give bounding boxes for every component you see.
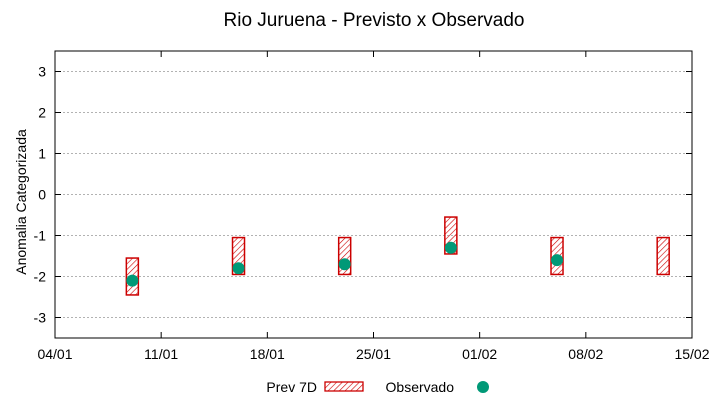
- legend: Prev 7D Observado: [266, 379, 489, 395]
- chart-title: Rio Juruena - Previsto x Observado: [224, 10, 525, 31]
- legend-marker-observed: [477, 381, 489, 393]
- y-tick-label: -1: [34, 228, 47, 244]
- observed-point: [126, 274, 139, 287]
- y-tick-label: 0: [38, 187, 46, 203]
- x-tick-label: 01/02: [462, 346, 497, 362]
- forecast-range-box: [656, 236, 670, 276]
- y-tick-label: -2: [34, 269, 47, 285]
- axis-ticks: -3 -2 -1 0 1 2 3 04/01 11/01 18/01 25/01 01/02 08/02…: [34, 51, 710, 362]
- forecast-series: [125, 216, 670, 296]
- x-tick-label: 25/01: [356, 346, 391, 362]
- legend-label-observed: Observado: [386, 379, 455, 395]
- legend-label-forecast: Prev 7D: [266, 379, 317, 395]
- y-tick-label: -3: [34, 310, 47, 326]
- x-tick-label: 11/01: [144, 346, 178, 362]
- y-axis-label: Anomalia Categorizada: [13, 129, 29, 275]
- y-tick-label: 1: [38, 146, 46, 162]
- observed-series: [126, 241, 564, 287]
- x-tick-label: 08/02: [568, 346, 603, 362]
- x-tick-label: 15/02: [674, 346, 709, 362]
- y-tick-label: 2: [38, 105, 46, 121]
- observed-point: [444, 241, 457, 254]
- observed-point: [338, 258, 351, 271]
- grid-lines: [55, 71, 692, 318]
- observed-point: [551, 254, 564, 267]
- legend-swatch-forecast: [324, 381, 364, 392]
- observed-point: [232, 262, 245, 275]
- y-tick-label: 3: [38, 64, 46, 80]
- x-tick-label: 04/01: [37, 346, 72, 362]
- x-tick-label: 18/01: [250, 346, 285, 362]
